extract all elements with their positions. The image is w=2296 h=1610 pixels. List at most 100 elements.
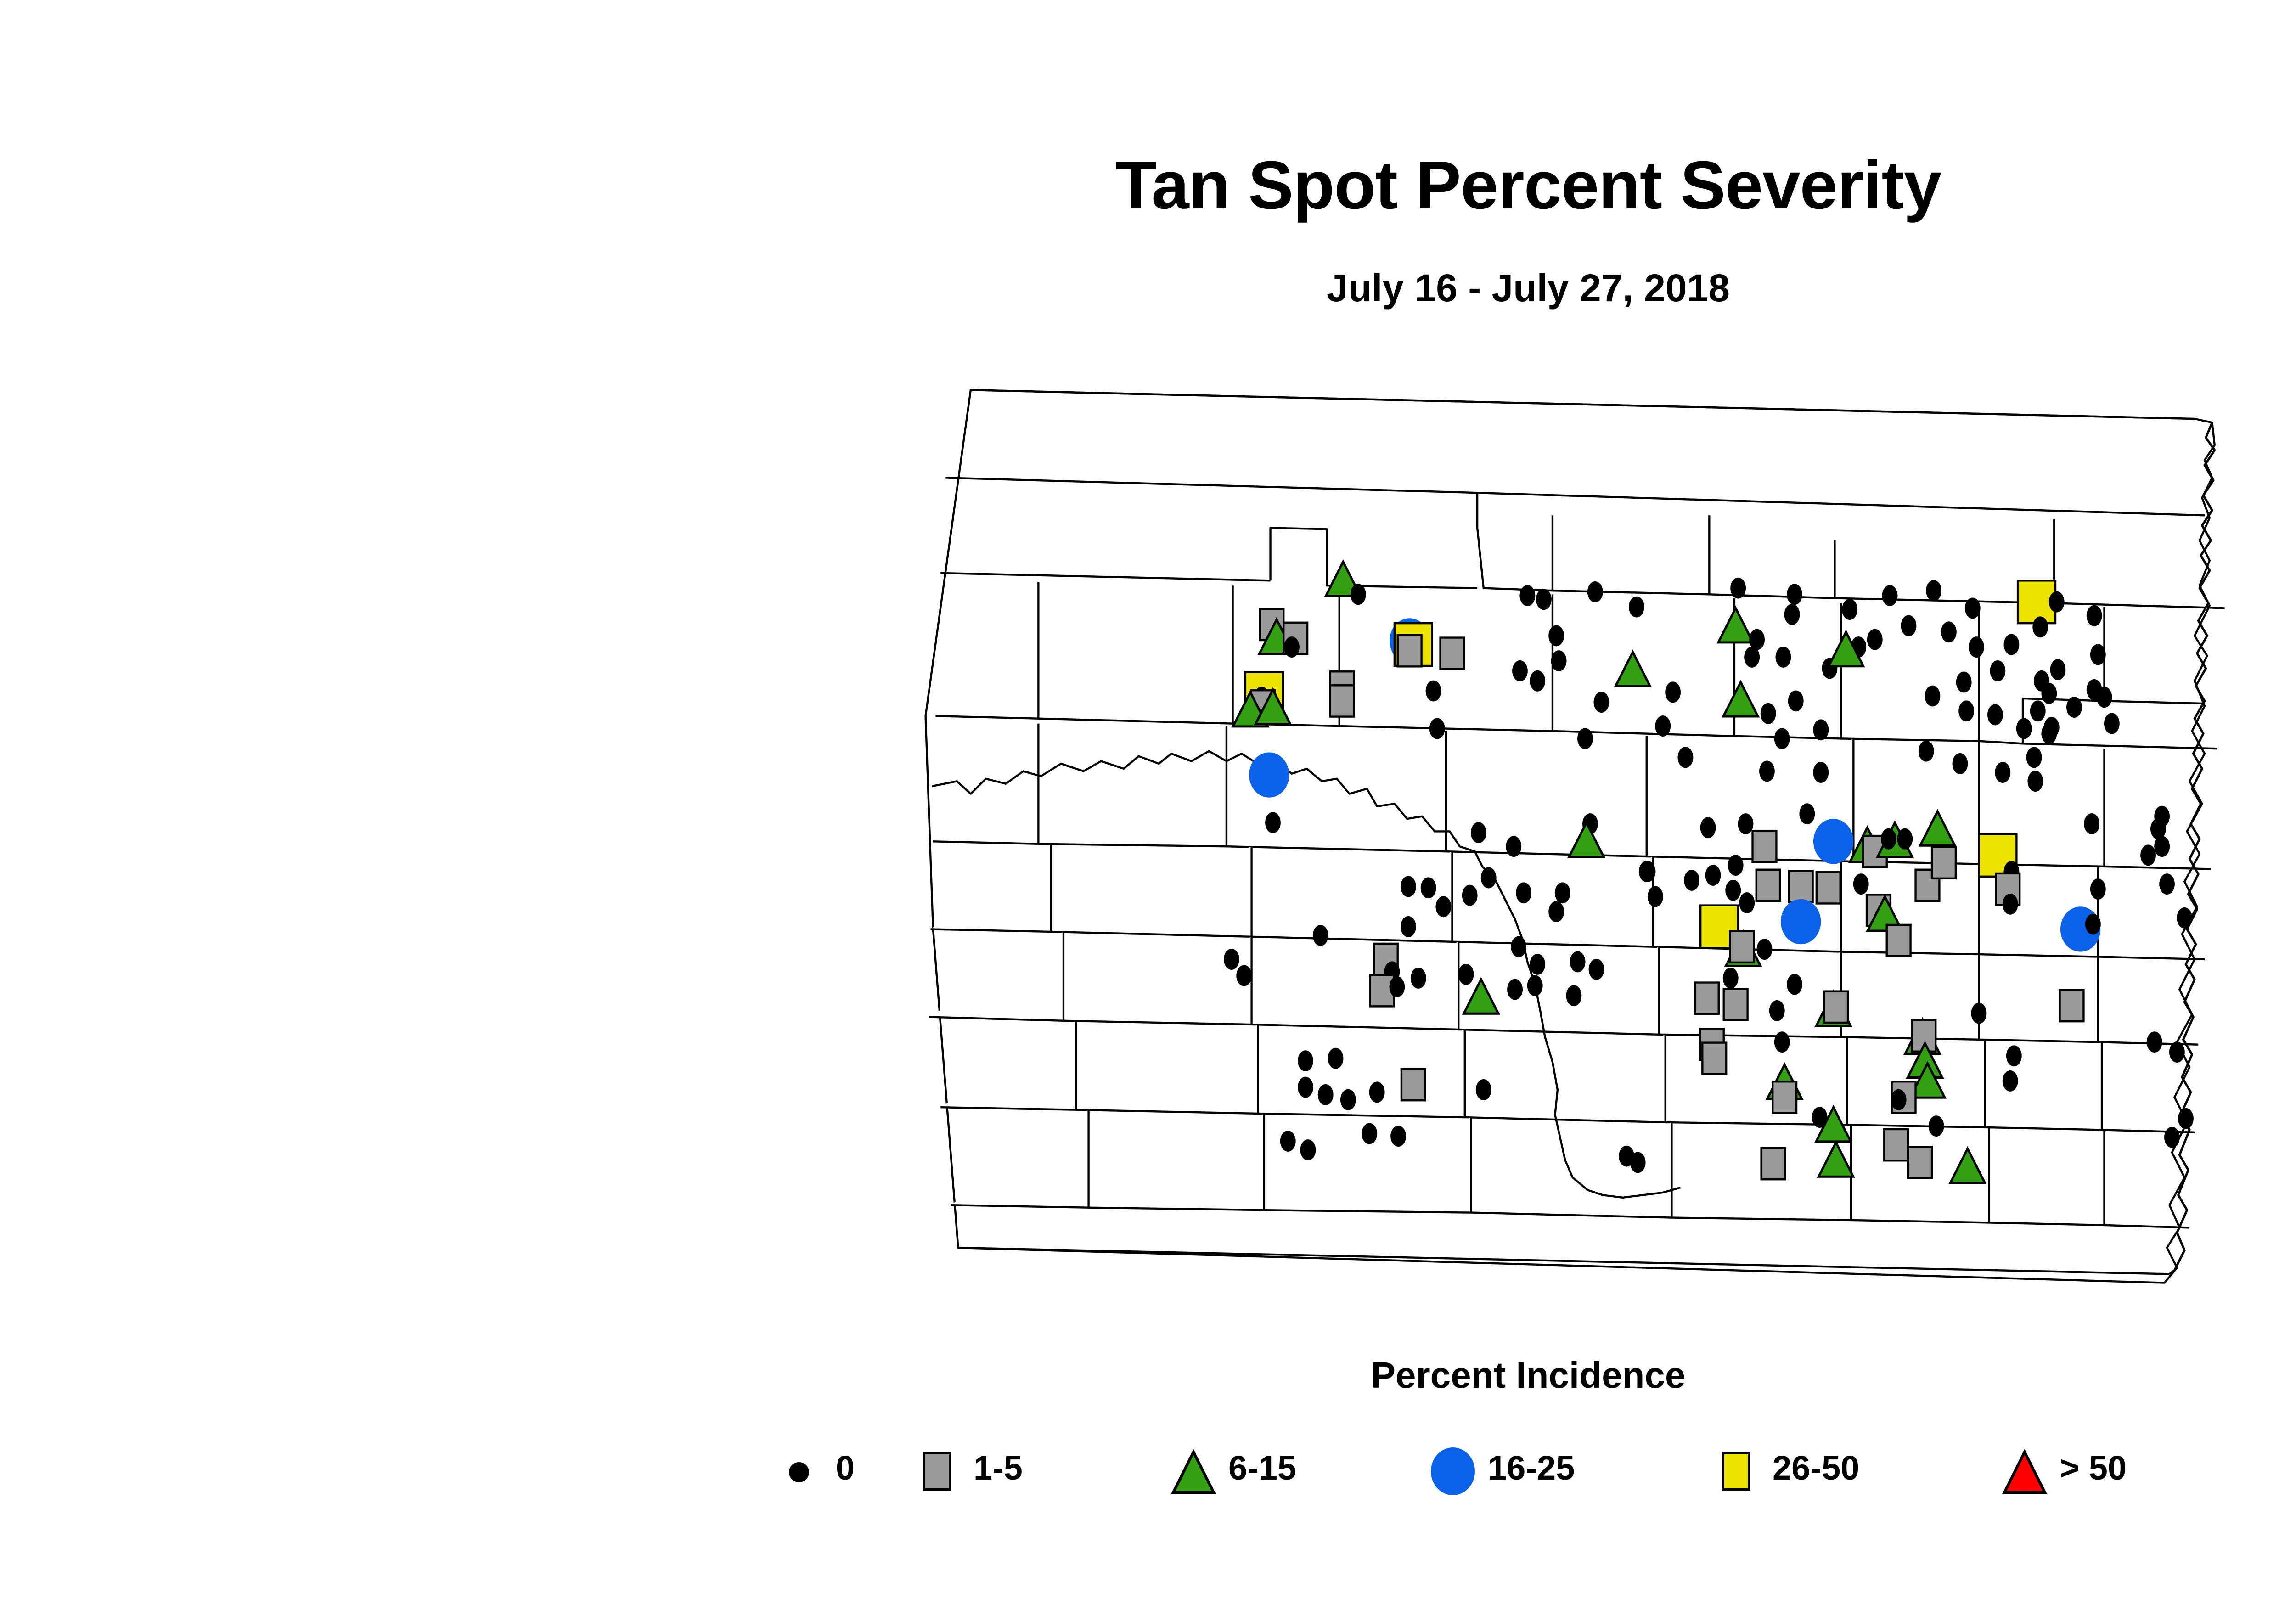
map-marker [1928,1115,1944,1137]
map-marker [1298,1050,1313,1072]
map-marker [1853,873,1869,895]
map-marker [2030,700,2046,722]
legend-symbol-blue-circle [1428,1446,1479,1496]
map-marker [1918,809,1957,847]
legend-label-5: > 50 [2060,1449,2127,1487]
map-marker [1628,596,1644,618]
map-marker [1677,747,1694,768]
map-marker [2090,878,2106,900]
map-marker [1738,813,1754,835]
map-marker [2146,1031,2162,1053]
map-marker [1324,559,1362,597]
map-marker [1551,650,1567,672]
map-marker [2090,644,2106,665]
map-marker [1694,981,1720,1015]
map-marker [1410,968,1426,989]
map-marker [1930,846,1957,880]
map-marker [1882,585,1898,607]
legend-label-1: 1-5 [974,1449,1023,1487]
map-marker [1775,646,1791,668]
map-marker [1462,977,1500,1015]
map-marker [1462,884,1478,906]
map-marker [1971,1002,1987,1024]
map-marker [1655,715,1671,737]
map-marker [1958,700,1975,722]
map-marker [1774,1031,1790,1053]
map-marker [2169,1041,2185,1063]
map-marker [1249,752,1289,798]
map-marker [1812,1107,1828,1128]
map-marker [1328,1047,1344,1069]
map-marker [1254,687,1292,725]
map-marker [1400,1068,1426,1102]
legend-symbol-dot [776,1446,827,1496]
map-marker [1813,819,1854,864]
map-marker [1722,987,1749,1021]
legend-label-0: 0 [836,1449,855,1487]
map-marker [2150,818,2166,839]
legend-symbol-green-triangle [1169,1446,1219,1496]
triangle-icon [1171,1449,1216,1494]
map-marker [1700,817,1716,839]
legend-label-3: 16-25 [1488,1449,1575,1487]
map-marker [1705,865,1721,886]
map-marker [1396,634,1423,668]
map-marker [2164,1126,2180,1148]
map-marker [1300,1139,1316,1161]
map-marker [1721,680,1760,718]
map-marker [1458,963,1474,985]
map-marker [1759,760,1775,782]
map-marker [1867,629,1883,650]
map-marker [1788,690,1804,712]
map-marker [1813,719,1829,741]
map-marker [1588,958,1604,980]
map-marker [1815,871,1841,905]
map-marker [1519,585,1536,607]
map-marker [2050,659,2066,681]
map-marker [2154,836,2170,857]
map-marker [1995,762,2011,783]
date-range-subtitle: July 16 - July 27, 2018 [1327,266,1730,310]
map-marker [2026,747,2042,768]
map-marker [1969,636,1984,658]
map-marker [1548,901,1564,923]
map-marker [2140,844,2156,866]
map-marker [1429,718,1445,739]
map-marker [1769,1000,1785,1021]
map-marker [1516,882,1532,904]
map-marker [2016,718,2032,739]
map-marker [1480,867,1497,889]
map-marker [1925,685,1941,707]
map-marker [2084,813,2100,835]
map-marker [1952,753,1968,774]
legend-symbol-red-triangle [2000,1446,2050,1496]
map-marker [1897,828,1913,850]
map-marker [1817,1140,1855,1178]
map-marker [1329,684,1355,718]
map-marker [1883,1128,1909,1162]
map-marker [1312,925,1328,946]
map-marker [1593,692,1609,713]
map-marker [1470,822,1486,844]
map-marker [1823,990,1849,1024]
map-marker [1554,882,1570,904]
map-marker [1390,1126,1407,1147]
map-marker [2096,687,2112,708]
map-marker [2002,1070,2018,1092]
map-marker [2177,907,2193,929]
map-marker [1729,930,1755,964]
map-marker [1772,1081,1798,1114]
map-marker [1420,877,1436,899]
map-marker [1530,953,1546,975]
map-marker [1744,646,1760,668]
map-marker [1728,855,1744,876]
map-marker [1236,965,1252,986]
map-marker [2006,1045,2022,1067]
map-marker [1926,580,1942,602]
map-marker [1784,604,1800,625]
county-boundaries [924,389,2225,1284]
map-marker [2159,873,2175,895]
map-marker [1340,1089,1356,1110]
map-marker [1701,1041,1728,1075]
map-marker [1587,581,1603,602]
